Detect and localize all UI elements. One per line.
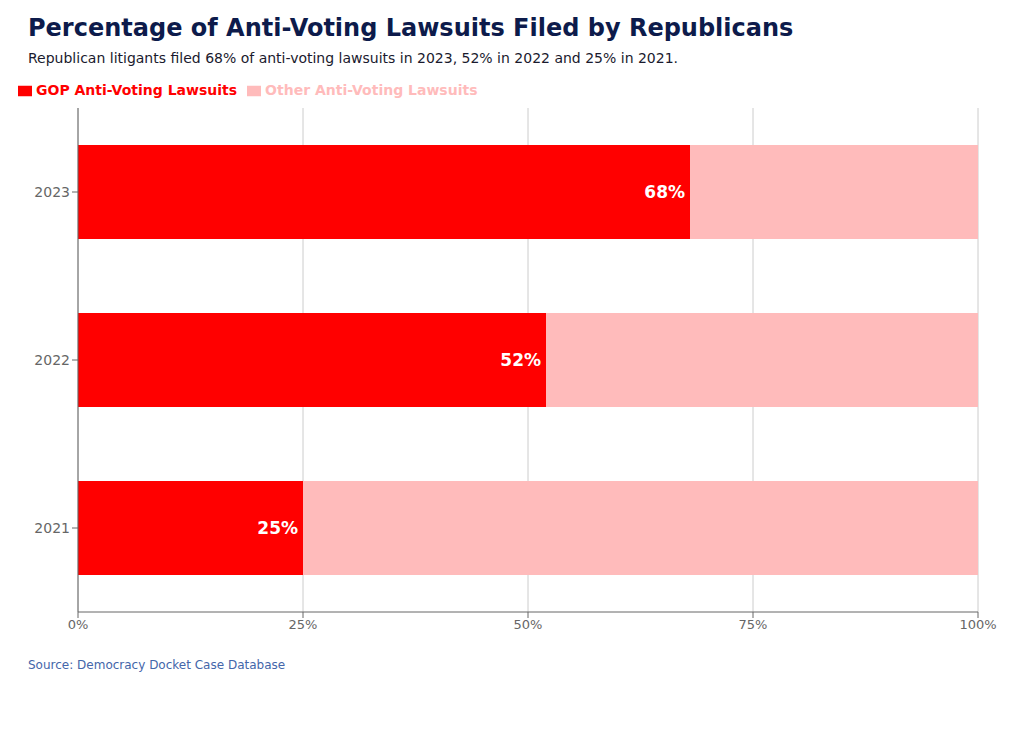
svg-text:100%: 100% xyxy=(959,617,996,632)
svg-text:2023: 2023 xyxy=(34,184,70,200)
svg-text:2021: 2021 xyxy=(34,520,70,536)
html-text:Republican litigants filed 68%: Republican litigants filed 68% of anti-v… xyxy=(28,50,678,66)
svg-text:68%: 68% xyxy=(644,182,685,202)
svg-text:50%: 50% xyxy=(514,617,543,632)
html-text:GOP Anti-Voting Lawsuits: GOP Anti-Voting Lawsuits xyxy=(36,82,238,98)
svg-text:0%: 0% xyxy=(68,617,89,632)
svg-text:75%: 75% xyxy=(739,617,768,632)
html-text:Other Anti-Voting Lawsuits: Other Anti-Voting Lawsuits xyxy=(265,82,478,98)
html-text:Percentage of Anti-Voting Laws: Percentage of Anti-Voting Lawsuits Filed… xyxy=(28,14,794,42)
svg-text:25%: 25% xyxy=(289,617,318,632)
svg-text:2022: 2022 xyxy=(34,352,70,368)
svg-text:52%: 52% xyxy=(500,350,541,370)
svg-text:25%: 25% xyxy=(257,518,298,538)
html-text:Source: Democracy Docket Case: Source: Democracy Docket Case Database xyxy=(28,658,286,672)
